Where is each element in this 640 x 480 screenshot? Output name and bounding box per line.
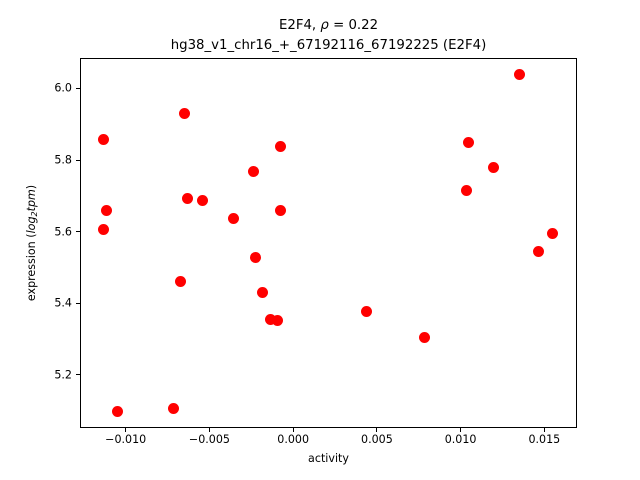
x-tick-label: 0.005 (361, 433, 393, 446)
chart-title: E2F4, ρ = 0.22 hg38_v1_chr16_+_67192116_… (80, 16, 577, 56)
y-tick-mark (76, 159, 80, 161)
data-point (487, 161, 499, 173)
data-point (546, 227, 558, 239)
data-point (513, 68, 525, 80)
y-tick-mark (76, 87, 80, 89)
x-tick-label: 0.010 (444, 433, 477, 446)
data-point (275, 140, 287, 152)
title-prefix: E2F4, (278, 18, 321, 33)
data-point (97, 224, 109, 236)
data-point (97, 133, 109, 145)
data-point (250, 251, 262, 263)
y-label-close-paren: ) (25, 184, 38, 190)
data-point (462, 136, 474, 148)
y-tick-label: 5.8 (54, 153, 72, 167)
chart-title-line2: hg38_v1_chr16_+_67192116_67192225 (E2F4) (170, 38, 487, 53)
data-point (167, 403, 179, 415)
y-tick-label: 5.6 (54, 225, 72, 239)
x-tick-mark (292, 428, 294, 433)
title-rho-symbol: ρ (320, 18, 329, 33)
y-tick-mark (76, 302, 80, 304)
data-point (111, 406, 123, 418)
data-point (418, 331, 430, 343)
data-point (256, 287, 268, 299)
chart-title-line1: E2F4, ρ = 0.22 (80, 16, 577, 36)
y-tick-label: 6.0 (54, 81, 72, 95)
y-tick-label: 5.2 (54, 368, 72, 382)
data-point (360, 306, 372, 318)
y-label-tpm: tpm (25, 189, 38, 212)
x-tick-label: −0.010 (105, 433, 147, 446)
y-tick-mark (76, 231, 80, 233)
data-point (174, 275, 186, 287)
x-tick-mark (125, 428, 127, 433)
y-tick-label: 5.4 (54, 296, 72, 310)
data-point (275, 205, 287, 217)
x-tick-mark (543, 428, 545, 433)
data-point (227, 212, 239, 224)
data-point (532, 246, 544, 258)
y-tick-mark (76, 374, 80, 376)
x-axis-label: activity (308, 452, 349, 465)
data-point (100, 204, 112, 216)
x-tick-label: −0.005 (188, 433, 230, 446)
data-point (196, 195, 208, 207)
data-point (181, 192, 193, 204)
data-point (460, 184, 472, 196)
title-suffix: = 0.22 (328, 18, 379, 33)
x-tick-mark (460, 428, 462, 433)
x-tick-mark (208, 428, 210, 433)
plot-area (80, 58, 577, 428)
y-label-log-subscript: 2 (30, 211, 39, 217)
x-tick-mark (376, 428, 378, 433)
data-point (179, 107, 191, 119)
x-tick-label: 0.015 (528, 433, 561, 446)
data-point (264, 313, 276, 325)
data-point (247, 165, 259, 177)
y-label-text: expression ( (25, 233, 38, 302)
data-point (271, 314, 283, 326)
x-tick-label: 0.000 (277, 433, 310, 446)
